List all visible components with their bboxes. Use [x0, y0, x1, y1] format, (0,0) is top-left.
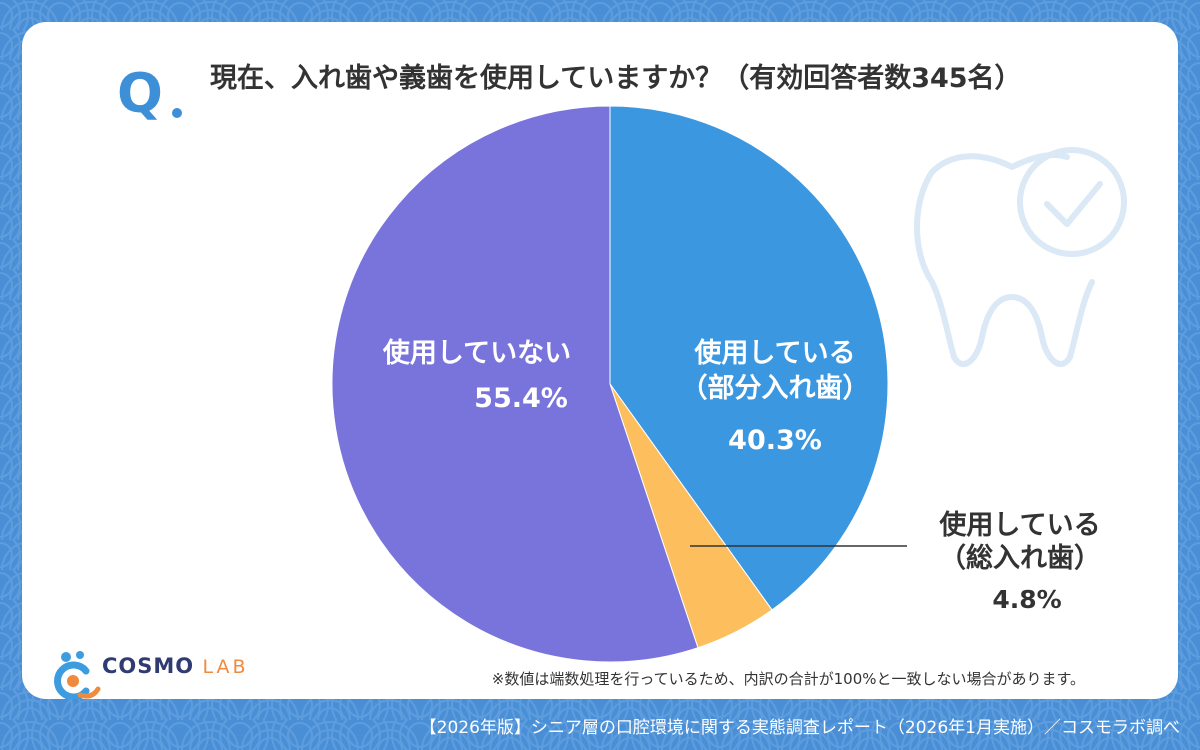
slice-label-0-line2: （部分入れ歯） — [681, 372, 870, 404]
slice-label-1-line2: （総入れ歯） — [939, 542, 1101, 574]
tooth-check-icon — [914, 147, 1127, 367]
cosmo-lab-logo-icon — [54, 651, 101, 699]
logo-main: COSMO — [102, 654, 195, 678]
footer-source: 【2026年版】シニア層の口腔環境に関する実態調査レポート（2026年1月実施）… — [419, 718, 1180, 738]
question-title: 現在、入れ歯や義歯を使用していますか？（有効回答者数345名） — [210, 63, 1022, 94]
pie-slice-2 — [331, 105, 699, 663]
slice-label-1-line1: 使用している — [938, 510, 1100, 541]
content-card: Q 現在、入れ歯や義歯を使用していますか？（有効回答者数345名） 使用している… — [22, 22, 1178, 699]
slice-label-0-line1: 使用している — [693, 338, 855, 369]
slice-value-0: 40.3% — [728, 425, 822, 456]
pie-slice-0 — [609, 105, 889, 611]
slice-value-2: 55.4% — [474, 383, 568, 414]
logo-sub: LAB — [202, 656, 249, 678]
pie-chart: 使用している（部分入れ歯）40.3%使用していない55.4%使用している（総入れ… — [331, 105, 1101, 663]
logo-text: COSMO LAB — [102, 654, 249, 678]
slice-label-2-line1: 使用していない — [382, 338, 571, 369]
question-prefix-dot — [172, 108, 182, 118]
question-prefix: Q — [117, 62, 163, 125]
footnote: ※数値は端数処理を行っているため、内訳の合計が100%と一致しない場合があります… — [491, 670, 1085, 688]
slice-value-1: 4.8% — [992, 585, 1061, 614]
